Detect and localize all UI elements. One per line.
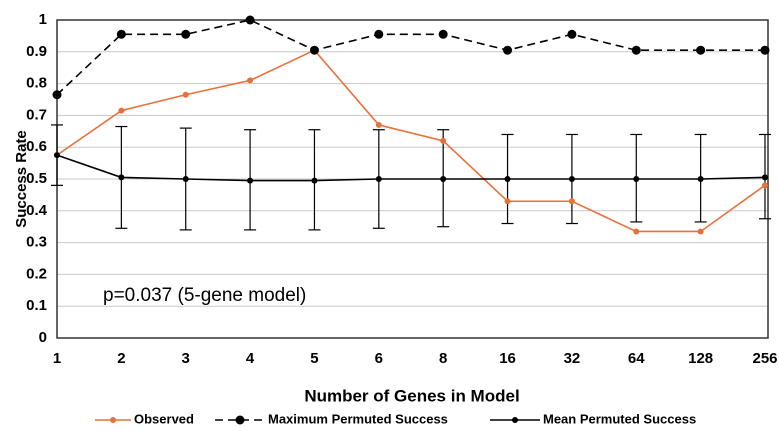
x-tick-label: 3 [182, 350, 190, 367]
marker [182, 91, 189, 98]
legend-label: Observed [134, 411, 194, 426]
marker [116, 29, 126, 39]
y-tick-label: 0.6 [26, 138, 47, 155]
marker [504, 176, 511, 182]
series-line [56, 154, 766, 182]
x-tick-label: 1 [53, 350, 61, 367]
series-line [56, 49, 766, 233]
marker [311, 177, 318, 184]
marker [696, 45, 706, 55]
legend-marker [110, 417, 116, 423]
marker [375, 176, 382, 182]
marker [440, 137, 447, 144]
x-tick-label: 16 [499, 350, 516, 367]
y-tick-label: 0.7 [26, 106, 47, 123]
marker [631, 45, 641, 55]
marker [52, 90, 62, 100]
marker [697, 228, 704, 235]
y-tick-label: 0.2 [26, 265, 47, 282]
marker [182, 176, 189, 182]
x-tick-label: 4 [246, 350, 255, 367]
y-tick-label: 0 [39, 329, 47, 346]
marker [374, 29, 384, 39]
marker [697, 176, 704, 182]
legend-item: Observed [95, 411, 194, 426]
marker [762, 182, 768, 189]
marker [762, 174, 768, 181]
marker [633, 176, 640, 182]
x-tick-label: 256 [752, 350, 777, 367]
legend-label: Maximum Permuted Success [268, 411, 448, 426]
y-tick-label: 0.3 [26, 234, 47, 251]
x-tick-label: 5 [310, 350, 318, 367]
annotation: p=0.037 (5-gene model) [103, 285, 306, 306]
marker [247, 177, 254, 184]
marker [309, 45, 319, 55]
marker [118, 107, 125, 114]
marker [760, 45, 770, 55]
legend-label: Mean Permuted Success [543, 411, 696, 426]
y-axis-title: Success Rate [13, 130, 30, 228]
marker [247, 77, 254, 84]
marker [568, 198, 575, 205]
legend-item: Maximum Permuted Success [215, 411, 448, 426]
x-tick-label: 128 [688, 350, 713, 367]
marker [54, 152, 60, 159]
y-tick-label: 1 [39, 11, 47, 28]
y-tick-label: 0.4 [26, 202, 48, 219]
series-line [56, 19, 765, 96]
marker [568, 176, 575, 182]
y-tick-label: 0.5 [26, 170, 47, 187]
x-tick-label: 32 [564, 350, 581, 367]
marker [440, 176, 447, 182]
x-tick-label: 2 [117, 350, 125, 367]
y-tick-label: 0.9 [26, 43, 47, 60]
marker [245, 15, 255, 25]
marker [438, 29, 448, 39]
marker [118, 174, 125, 181]
x-axis-title: Number of Genes in Model [304, 386, 519, 405]
x-tick-label: 8 [439, 350, 447, 367]
marker [633, 228, 640, 235]
x-tick-label: 64 [628, 350, 645, 367]
marker [504, 198, 511, 205]
marker [503, 45, 513, 55]
marker [375, 121, 382, 128]
marker [181, 29, 191, 39]
y-tick-label: 0.1 [26, 297, 47, 314]
y-tick-label: 0.8 [26, 75, 47, 92]
x-tick-label: 6 [375, 350, 383, 367]
legend-marker [235, 415, 245, 425]
marker [567, 29, 577, 39]
legend-item: Mean Permuted Success [490, 411, 696, 426]
legend-marker [512, 417, 518, 423]
